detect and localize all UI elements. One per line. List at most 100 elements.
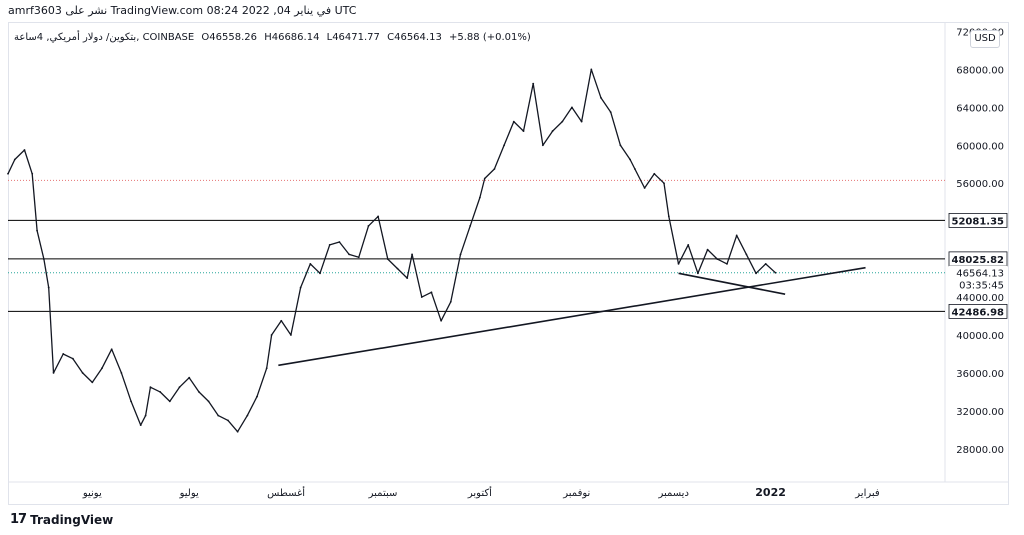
- price-point: [629, 158, 631, 161]
- price-point: [367, 225, 370, 227]
- price-point: [687, 243, 690, 246]
- price-point: [697, 272, 699, 275]
- y-tick-label: 68000.00: [956, 65, 1004, 76]
- x-tick-label: أغسطس: [267, 486, 305, 499]
- price-point: [663, 182, 665, 185]
- price-point: [561, 120, 564, 123]
- price-point: [168, 400, 171, 403]
- price-point: [580, 120, 583, 123]
- y-tick-label: 60000.00: [956, 141, 1004, 152]
- y-tick-label: 64000.00: [956, 103, 1004, 114]
- price-point: [755, 272, 757, 275]
- price-point: [726, 262, 728, 265]
- x-tick-label: يوليو: [179, 488, 199, 499]
- level-label: 48025.82: [951, 255, 1004, 266]
- x-tick-label: نوفمبر: [562, 488, 590, 499]
- y-tick-label: 44000.00: [956, 293, 1004, 304]
- price-point: [290, 334, 292, 336]
- countdown-label: 03:35:45: [959, 281, 1004, 292]
- level-label-box: [948, 213, 1008, 228]
- price-point: [299, 286, 302, 289]
- level-label-box: [949, 265, 1007, 280]
- price-point: [478, 196, 481, 199]
- time-axis: يونيو يوليو أغسطس سبتمبر أكتوبر نوفمبر ديسمبر 2…: [82, 486, 880, 499]
- price-point: [207, 400, 210, 403]
- price-point: [338, 241, 341, 243]
- price-point: [149, 386, 152, 389]
- price-point: [459, 253, 462, 256]
- price-point: [227, 419, 229, 422]
- price-point: [120, 372, 123, 374]
- price-point: [386, 258, 389, 261]
- price-point: [23, 149, 26, 151]
- price-line: [7, 68, 776, 433]
- price-point: [236, 430, 239, 433]
- price-point: [532, 82, 535, 85]
- price-point: [643, 187, 646, 189]
- x-tick-label: ديسمبر: [657, 488, 688, 499]
- price-point: [440, 319, 443, 322]
- currency-button[interactable]: USD: [970, 30, 1000, 48]
- price-point: [72, 357, 74, 360]
- price-point: [256, 395, 258, 398]
- price-point: [280, 319, 283, 322]
- price-point: [130, 400, 132, 403]
- level-label: 42486.98: [951, 307, 1004, 318]
- x-tick-label: سبتمبر: [368, 488, 398, 499]
- price-point: [541, 144, 544, 147]
- price-axis: 28000.00 32000.00 36000.00 40000.00 44000.00…: [956, 27, 1004, 455]
- ohlc-high: H46686.14: [264, 32, 320, 43]
- horizontal-levels: [8, 179, 945, 312]
- y-tick-label: 40000.00: [956, 331, 1004, 342]
- price-point: [246, 414, 249, 417]
- price-point: [735, 234, 738, 237]
- ohlc-open: O46558.26: [201, 32, 258, 43]
- price-point: [449, 300, 452, 303]
- x-tick-label: فبراير: [854, 488, 880, 499]
- price-point: [309, 262, 312, 265]
- price-point: [600, 96, 602, 99]
- price-point: [512, 120, 515, 123]
- price-change: +5.88 (+0.01%): [449, 32, 531, 43]
- price-point: [13, 158, 16, 161]
- price-point: [571, 106, 573, 109]
- price-point: [217, 414, 220, 417]
- price-point: [774, 271, 777, 274]
- price-point: [91, 381, 94, 384]
- price-point: [42, 258, 45, 261]
- price-point: [430, 291, 433, 294]
- level-label-box: [948, 304, 1008, 319]
- price-point: [357, 256, 360, 259]
- price-point: [178, 386, 181, 389]
- price-point: [522, 130, 525, 132]
- trend-lines: [278, 266, 866, 367]
- price-point: [348, 253, 350, 256]
- price-point: [667, 215, 670, 218]
- price-point: [270, 334, 273, 336]
- chart-frame[interactable]: [8, 22, 1009, 505]
- price-point: [745, 253, 748, 256]
- tradingview-logo-icon: 17: [10, 512, 27, 527]
- price-point: [159, 390, 162, 393]
- price-point: [619, 144, 622, 147]
- price-point: [764, 262, 767, 265]
- price-point: [101, 367, 103, 370]
- price-point: [188, 376, 191, 379]
- price-point: [716, 258, 719, 261]
- price-point: [31, 172, 34, 175]
- price-point: [139, 424, 142, 426]
- price-point: [47, 286, 50, 289]
- price-point: [653, 172, 656, 175]
- price-point: [319, 272, 321, 275]
- price-point: [551, 130, 554, 132]
- price-point: [483, 177, 486, 180]
- price-point: [469, 225, 472, 227]
- price-point: [503, 144, 506, 147]
- symbol-name: بتكوين/ دولار أمريكي, 4ساعة, COINBASE: [14, 32, 195, 43]
- price-point: [81, 372, 84, 374]
- ohlc-close: C46564.13: [387, 32, 442, 43]
- y-tick-label: 56000.00: [956, 179, 1004, 190]
- x-tick-label: 2022: [755, 486, 786, 499]
